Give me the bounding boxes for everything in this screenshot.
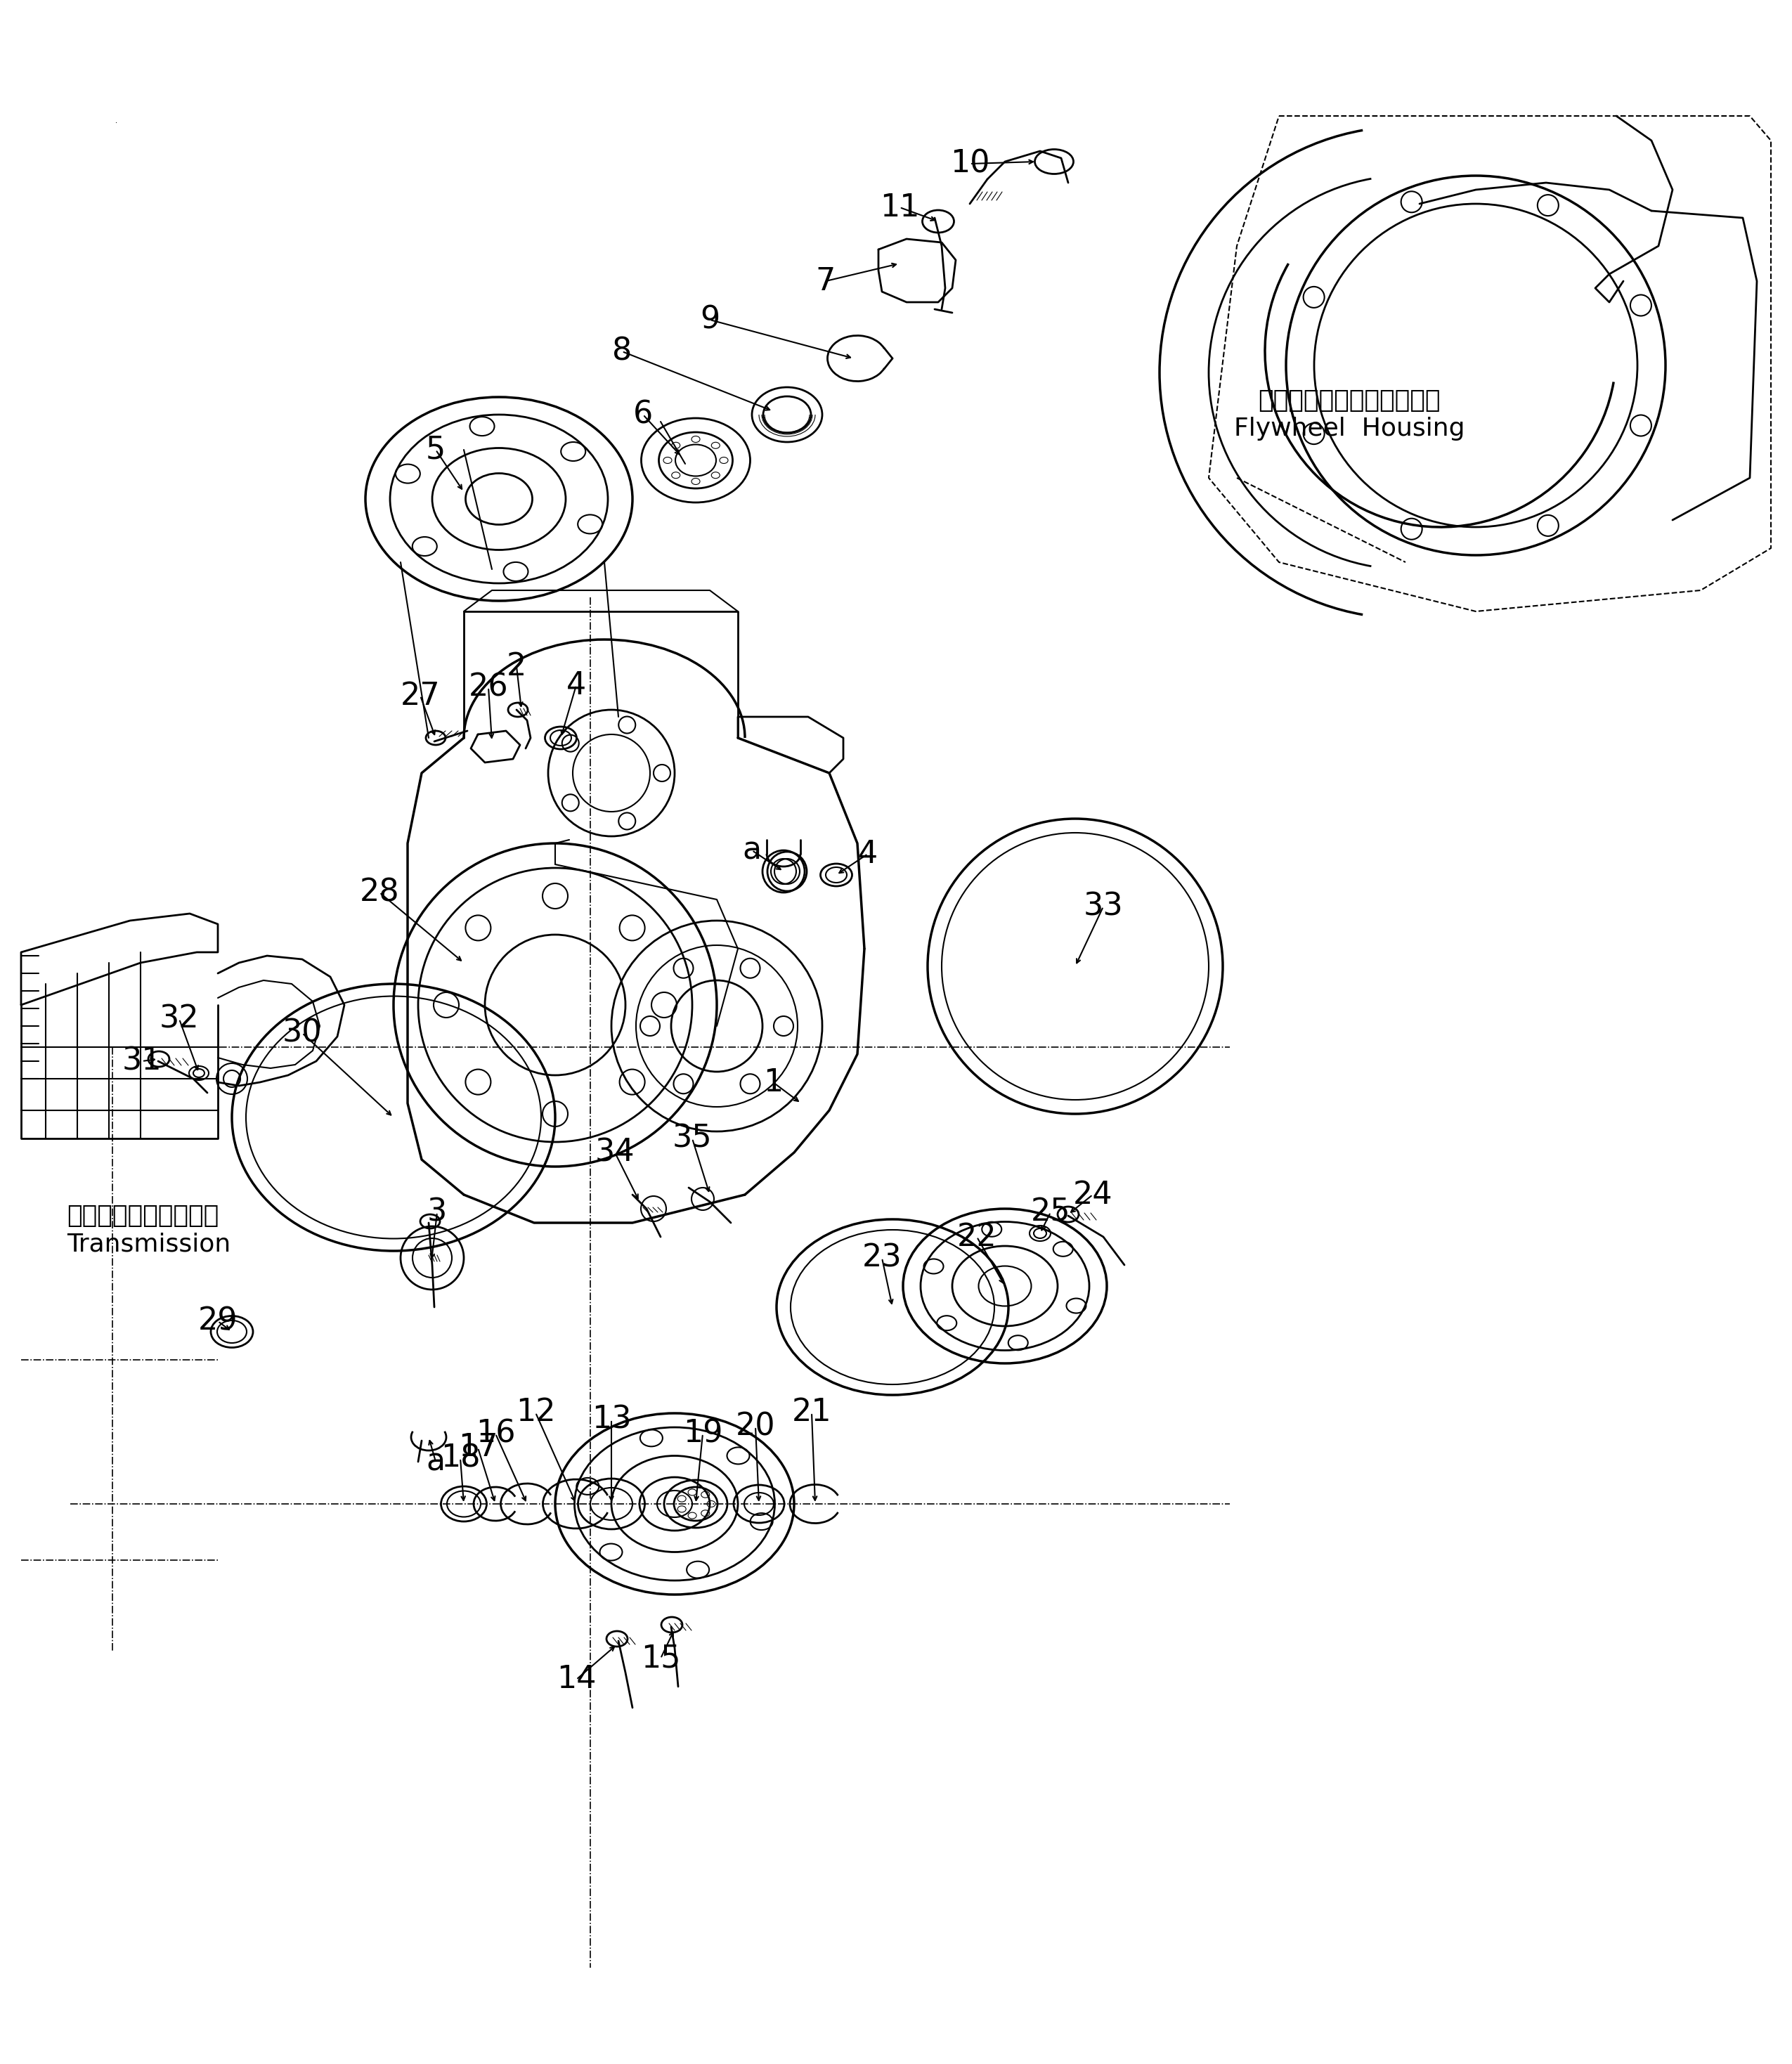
Text: 31: 31 bbox=[122, 1046, 161, 1075]
Text: 3: 3 bbox=[426, 1197, 446, 1228]
Text: a: a bbox=[742, 836, 762, 865]
Text: フライホイールハウジング: フライホイールハウジング bbox=[1258, 388, 1441, 413]
Text: 33: 33 bbox=[1084, 892, 1124, 923]
Text: 16: 16 bbox=[475, 1418, 516, 1449]
Text: 34: 34 bbox=[595, 1137, 634, 1168]
Text: 27: 27 bbox=[400, 681, 441, 710]
Text: 35: 35 bbox=[672, 1123, 711, 1154]
Text: 28: 28 bbox=[360, 877, 400, 908]
Text: トランスミッション－: トランスミッション－ bbox=[66, 1203, 219, 1228]
Text: 22: 22 bbox=[957, 1222, 996, 1253]
Text: 4: 4 bbox=[858, 838, 878, 869]
Text: 19: 19 bbox=[683, 1418, 722, 1449]
Text: 26: 26 bbox=[468, 673, 509, 702]
Text: 9: 9 bbox=[701, 305, 720, 334]
Text: 6: 6 bbox=[633, 400, 652, 429]
Text: 18: 18 bbox=[441, 1443, 480, 1474]
Text: 25: 25 bbox=[1030, 1197, 1070, 1228]
Text: 32: 32 bbox=[159, 1003, 199, 1034]
Text: 8: 8 bbox=[613, 336, 633, 367]
Text: 15: 15 bbox=[642, 1643, 681, 1674]
Text: 24: 24 bbox=[1073, 1181, 1113, 1210]
Text: a: a bbox=[426, 1447, 444, 1478]
Text: 2: 2 bbox=[507, 650, 527, 681]
Text: 20: 20 bbox=[735, 1412, 776, 1443]
Text: 29: 29 bbox=[197, 1307, 238, 1335]
Text: 12: 12 bbox=[516, 1397, 556, 1428]
Text: Transmission: Transmission bbox=[66, 1232, 231, 1255]
Text: 1: 1 bbox=[763, 1067, 783, 1098]
Text: 5: 5 bbox=[426, 436, 446, 464]
Text: 30: 30 bbox=[283, 1018, 323, 1049]
Text: 17: 17 bbox=[459, 1432, 498, 1463]
Text: 7: 7 bbox=[815, 266, 835, 297]
Text: 21: 21 bbox=[792, 1397, 831, 1428]
Text: 14: 14 bbox=[556, 1664, 597, 1695]
Text: 23: 23 bbox=[862, 1243, 901, 1273]
Text: 11: 11 bbox=[880, 192, 919, 223]
Text: 4: 4 bbox=[566, 671, 586, 700]
Text: 10: 10 bbox=[950, 149, 989, 180]
Text: 13: 13 bbox=[591, 1404, 631, 1434]
Text: Flywheel  Housing: Flywheel Housing bbox=[1235, 417, 1464, 440]
